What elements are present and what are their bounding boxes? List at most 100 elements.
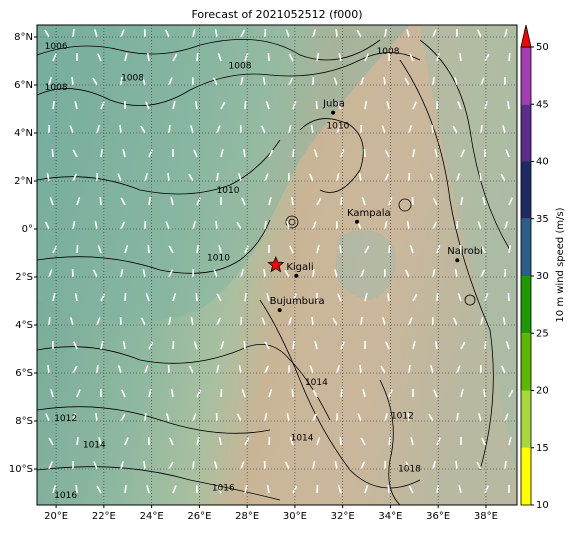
wind-barb [245, 101, 246, 109]
wind-barb [268, 53, 269, 61]
isobar-label: 1010 [207, 253, 230, 263]
wind-barb [221, 389, 222, 397]
colorbar-tick-label: 25 [536, 328, 549, 339]
colorbar-tick-label: 20 [536, 386, 549, 397]
wind-barb [437, 293, 438, 301]
x-tick-label: 26°E [187, 511, 211, 522]
colorbar-segment [521, 162, 531, 219]
colorbar-tick-label: 50 [536, 42, 549, 53]
colorbar-tick-label: 45 [536, 99, 549, 110]
wind-barb [52, 149, 53, 157]
isobar-label: 1008 [377, 47, 400, 57]
colorbar-segment [521, 333, 531, 390]
wind-barb [96, 413, 97, 421]
wind-barb [72, 77, 73, 85]
isobar-label: 1008 [229, 61, 252, 71]
city-label: Nairobi [447, 246, 483, 257]
x-tick-label: 38°E [474, 511, 498, 522]
wind-barb [145, 413, 146, 421]
wind-barb [457, 413, 458, 421]
isobar-label: 1010 [217, 186, 240, 196]
city-dot [355, 220, 359, 224]
wind-barb [265, 221, 266, 229]
y-tick-label: 2°S [15, 272, 33, 283]
x-tick-label: 34°E [378, 511, 402, 522]
wind-barb [432, 125, 433, 133]
wind-barb [361, 317, 362, 325]
colorbar-segment [521, 276, 531, 333]
colorbar-segment [521, 219, 531, 276]
colorbar-segment [521, 47, 531, 104]
x-tick-label: 32°E [331, 511, 355, 522]
city-label: Kigali [286, 262, 313, 273]
city-dot [294, 274, 298, 278]
wind-barb [100, 197, 101, 205]
isobar-label: 1014 [291, 433, 314, 443]
city-dot [331, 111, 335, 115]
isobar-label: 1012 [54, 414, 77, 424]
wind-barb [168, 173, 169, 181]
x-tick-label: 28°E [235, 511, 259, 522]
wind-barb [125, 485, 126, 493]
map-area: 1006100810081008100810101010101010141012… [37, 25, 517, 505]
y-tick-label: 6°S [15, 368, 33, 379]
wind-barb [292, 389, 293, 397]
isobar-label: 1014 [83, 441, 106, 451]
wind-barb [316, 101, 317, 109]
wind-barb [481, 125, 482, 133]
wind-barb [144, 461, 145, 469]
wind-barb [505, 461, 506, 469]
colorbar-extend [521, 25, 531, 47]
city-dot [278, 308, 282, 312]
wind-barb [48, 365, 49, 373]
wind-barb [317, 485, 318, 493]
wind-barb [293, 149, 294, 157]
wind-barb [196, 293, 197, 301]
wind-barb [264, 269, 265, 277]
wind-barb [120, 125, 121, 133]
wind-barb [148, 245, 149, 253]
city-label: Juba [322, 99, 345, 110]
wind-barb [73, 29, 74, 37]
x-tick-label: 36°E [426, 511, 450, 522]
wind-barb [385, 29, 386, 37]
colorbar-segment [521, 391, 531, 448]
wind-barb [340, 437, 341, 445]
wind-barb [269, 437, 270, 445]
wind-barb [384, 77, 385, 85]
wind-barb [312, 317, 313, 325]
x-tick-label: 20°E [44, 511, 68, 522]
colorbar-tick-label: 15 [536, 443, 549, 454]
x-tick-label: 24°E [140, 511, 164, 522]
colorbar-tick-label: 40 [536, 157, 549, 168]
wind-barb [193, 461, 194, 469]
wind-barb [456, 461, 457, 469]
wind-barb [173, 341, 174, 349]
colorbar-segment [521, 104, 531, 161]
y-tick-label: 2°N [14, 176, 33, 187]
colorbar-tick-label: 35 [536, 214, 549, 225]
wind-barb [480, 173, 481, 181]
x-tick-label: 22°E [92, 511, 116, 522]
wind-barb [244, 341, 245, 349]
colorbar-segment [521, 448, 531, 505]
city-label: Bujumbura [270, 296, 325, 307]
wind-barb [460, 53, 461, 61]
isobar-label: 1008 [121, 73, 144, 83]
wind-barb [360, 365, 361, 373]
wind-barb [388, 485, 389, 493]
wind-barb [169, 125, 170, 133]
wind-barb [77, 245, 78, 253]
colorbar-tick-label: 10 [536, 500, 549, 511]
wind-barb [389, 245, 390, 253]
wind-barb [409, 365, 410, 373]
wind-barb [341, 197, 342, 205]
wind-barb [508, 293, 509, 301]
x-tick-label: 30°E [283, 511, 307, 522]
wind-barb [412, 197, 413, 205]
wind-barb [125, 293, 126, 301]
wind-barb [336, 29, 337, 37]
isobar-label: 1012 [391, 412, 414, 422]
y-tick-label: 4°S [15, 320, 33, 331]
